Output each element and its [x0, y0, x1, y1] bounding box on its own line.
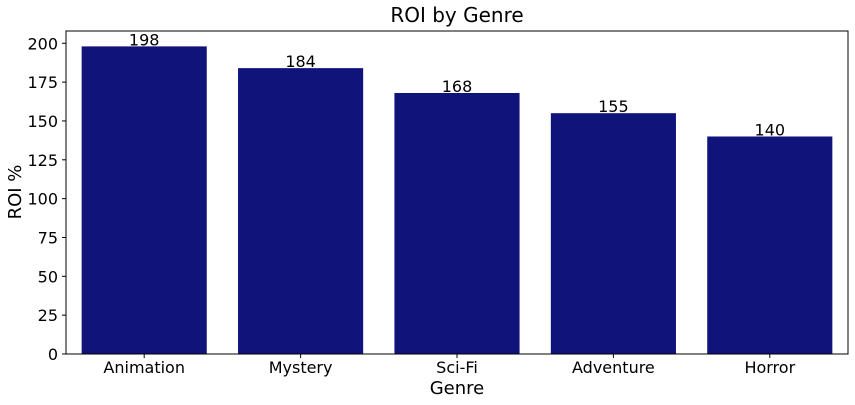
- y-axis-ticks: 0 25 50 75 100 125 150 175 200: [27, 34, 66, 364]
- bar-sci-fi: [394, 92, 520, 354]
- y-tick-label: 25: [38, 306, 58, 325]
- y-tick-label: 150: [27, 112, 58, 131]
- y-tick-label: 100: [27, 190, 58, 209]
- x-tick-label: Animation: [103, 358, 185, 377]
- y-tick-label: 0: [48, 345, 58, 364]
- data-label: 140: [755, 120, 786, 139]
- x-tick-label: Mystery: [269, 358, 333, 377]
- bars-group: [81, 46, 833, 355]
- data-label: 198: [129, 30, 160, 49]
- bar-mystery: [238, 68, 364, 354]
- y-tick-label: 50: [38, 267, 58, 286]
- x-axis-label: Genre: [430, 378, 485, 399]
- chart-title: ROI by Genre: [390, 3, 523, 27]
- bar-horror: [707, 136, 833, 354]
- bar-adventure: [550, 113, 676, 355]
- data-labels-group: 198 184 168 155 140: [129, 30, 785, 139]
- x-axis-ticks: Animation Mystery Sci-Fi Adventure Horror: [103, 354, 796, 377]
- data-label: 155: [598, 97, 629, 116]
- x-tick-label: Adventure: [572, 358, 655, 377]
- data-label: 184: [285, 52, 316, 71]
- data-label: 168: [442, 77, 473, 96]
- y-tick-label: 200: [27, 34, 58, 53]
- bar-animation: [81, 46, 207, 354]
- y-tick-label: 75: [38, 228, 58, 247]
- x-tick-label: Sci-Fi: [436, 358, 478, 377]
- y-tick-label: 125: [27, 151, 58, 170]
- y-axis-label: ROI %: [5, 165, 26, 220]
- x-tick-label: Horror: [744, 358, 795, 377]
- plot-frame: [65, 30, 849, 355]
- y-tick-label: 175: [27, 73, 58, 92]
